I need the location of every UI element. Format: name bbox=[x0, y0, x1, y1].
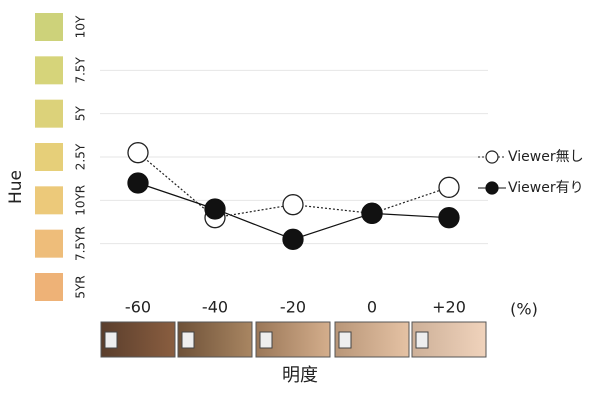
legend-label: Viewer無し bbox=[508, 149, 584, 165]
x-unit: (%) bbox=[510, 300, 538, 319]
legend-marker bbox=[485, 181, 499, 195]
x-tick-label: -20 bbox=[280, 298, 306, 317]
hue-swatch bbox=[35, 56, 63, 85]
thumbnail-detail bbox=[415, 331, 429, 349]
legend-label: Viewer有り bbox=[508, 180, 584, 196]
x-axis-title: 明度 bbox=[282, 365, 318, 386]
y-tick-label: 5YR bbox=[74, 275, 88, 298]
thumbnail bbox=[255, 321, 331, 358]
hue-swatch bbox=[35, 186, 63, 215]
y-tick-label: 5Y bbox=[74, 106, 88, 122]
thumbnail bbox=[334, 321, 410, 358]
y-tick-label: 7.5YR bbox=[74, 226, 88, 261]
x-tick-label: -40 bbox=[202, 298, 228, 317]
marker bbox=[361, 202, 383, 224]
y-tick-label: 10Y bbox=[74, 15, 88, 38]
legend-marker bbox=[485, 150, 499, 164]
marker bbox=[438, 176, 460, 198]
hue-swatch bbox=[35, 229, 63, 258]
marker bbox=[127, 172, 149, 194]
x-tick-label: -60 bbox=[125, 298, 151, 317]
hue-swatch bbox=[35, 143, 63, 171]
y-tick-label: 10YR bbox=[74, 185, 88, 216]
y-tick-label: 7.5Y bbox=[74, 56, 88, 83]
thumbnail-detail bbox=[104, 331, 118, 349]
x-tick-label: +20 bbox=[432, 298, 466, 317]
y-tick-label: 2.5Y bbox=[74, 143, 88, 170]
hue-swatch bbox=[35, 273, 63, 301]
marker bbox=[282, 194, 304, 216]
marker bbox=[204, 198, 226, 220]
hue-swatch bbox=[35, 99, 63, 128]
x-tick-label: 0 bbox=[367, 298, 377, 317]
thumbnail-detail bbox=[259, 331, 273, 349]
thumbnail-detail bbox=[338, 331, 352, 349]
marker bbox=[282, 228, 304, 250]
hue-swatch bbox=[35, 13, 63, 41]
marker bbox=[127, 142, 149, 164]
marker bbox=[438, 207, 460, 229]
thumbnail-detail bbox=[181, 331, 195, 349]
y-axis-title: Hue bbox=[6, 170, 26, 204]
